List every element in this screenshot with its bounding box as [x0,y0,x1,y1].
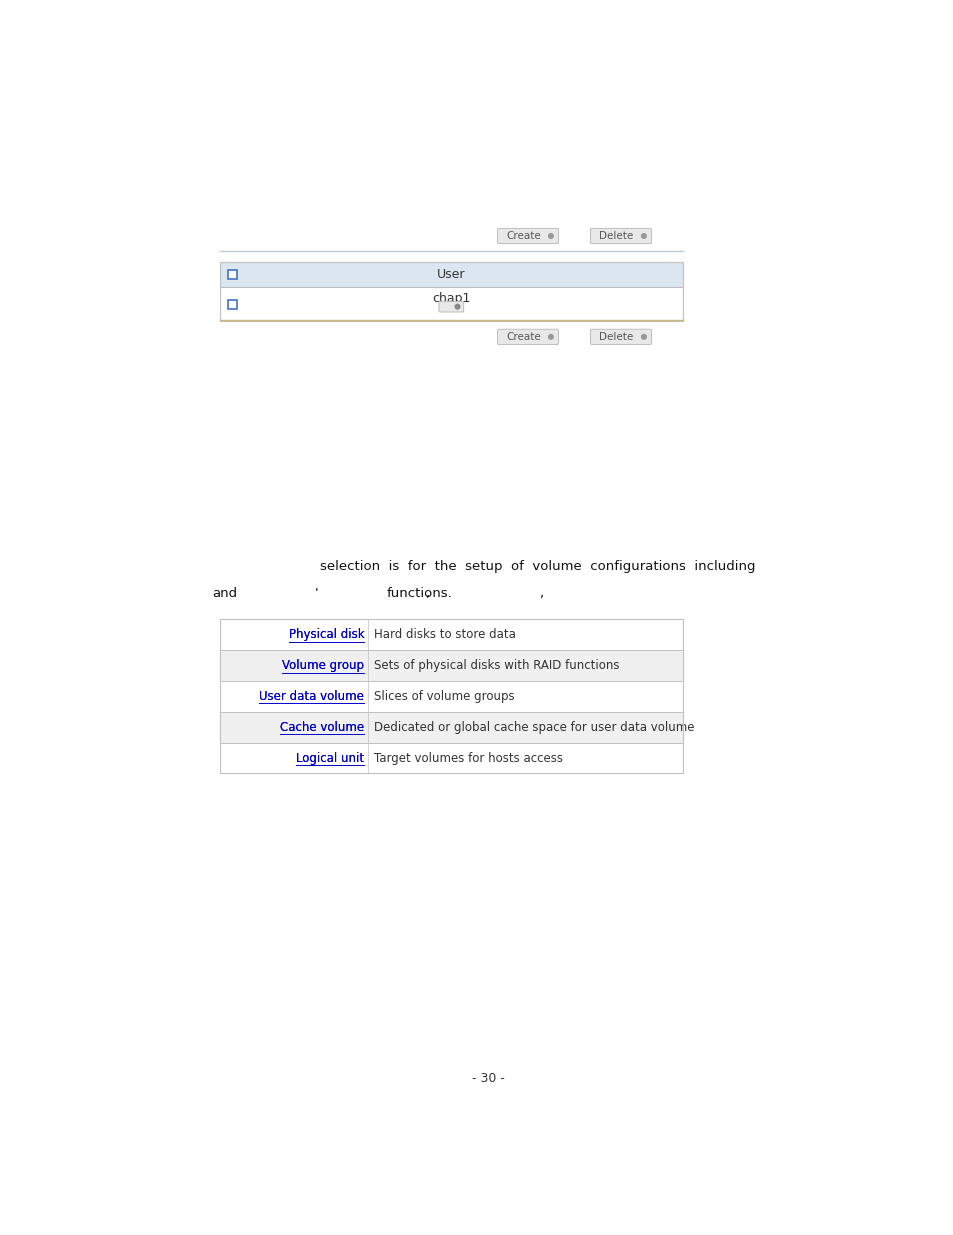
Text: ': ' [314,587,318,600]
Text: User data volume: User data volume [259,690,364,703]
FancyBboxPatch shape [220,680,682,711]
Text: selection  is  for  the  setup  of  volume  configurations  including: selection is for the setup of volume con… [319,559,755,573]
Text: - 30 -: - 30 - [472,1072,505,1084]
FancyBboxPatch shape [220,651,682,680]
Text: functions.: functions. [386,587,452,600]
Text: Physical disk: Physical disk [288,629,364,641]
Text: chap1: chap1 [432,293,470,305]
Text: and: and [212,587,237,600]
FancyBboxPatch shape [220,711,682,742]
FancyBboxPatch shape [497,330,558,345]
Text: User: User [436,268,465,282]
Text: ,: , [425,587,429,600]
Text: Delete: Delete [598,332,633,342]
FancyBboxPatch shape [590,330,651,345]
Text: Delete: Delete [598,231,633,241]
Circle shape [548,335,553,340]
Text: Hard disks to store data: Hard disks to store data [374,629,516,641]
Text: Slices of volume groups: Slices of volume groups [374,690,515,703]
Text: Create: Create [505,231,540,241]
Text: Sets of physical disks with RAID functions: Sets of physical disks with RAID functio… [374,659,619,672]
Text: Logical unit: Logical unit [295,752,364,764]
FancyBboxPatch shape [590,228,651,243]
Text: Target volumes for hosts access: Target volumes for hosts access [374,752,562,764]
Circle shape [455,304,459,309]
FancyBboxPatch shape [220,620,682,651]
FancyBboxPatch shape [220,742,682,773]
FancyBboxPatch shape [228,300,236,309]
Text: Cache volume: Cache volume [280,721,364,734]
Text: Cache volume: Cache volume [280,721,364,734]
FancyBboxPatch shape [220,287,682,321]
Text: ,: , [538,587,543,600]
FancyBboxPatch shape [220,262,682,287]
Text: Volume group: Volume group [282,659,364,672]
FancyBboxPatch shape [228,270,236,279]
Text: User data volume: User data volume [259,690,364,703]
Text: Physical disk: Physical disk [288,629,364,641]
Text: Volume group: Volume group [282,659,364,672]
Text: Create: Create [505,332,540,342]
FancyBboxPatch shape [438,301,463,312]
Text: Dedicated or global cache space for user data volume: Dedicated or global cache space for user… [374,721,694,734]
FancyBboxPatch shape [497,228,558,243]
Circle shape [641,233,645,238]
Circle shape [548,233,553,238]
Circle shape [641,335,645,340]
Text: Logical unit: Logical unit [295,752,364,764]
